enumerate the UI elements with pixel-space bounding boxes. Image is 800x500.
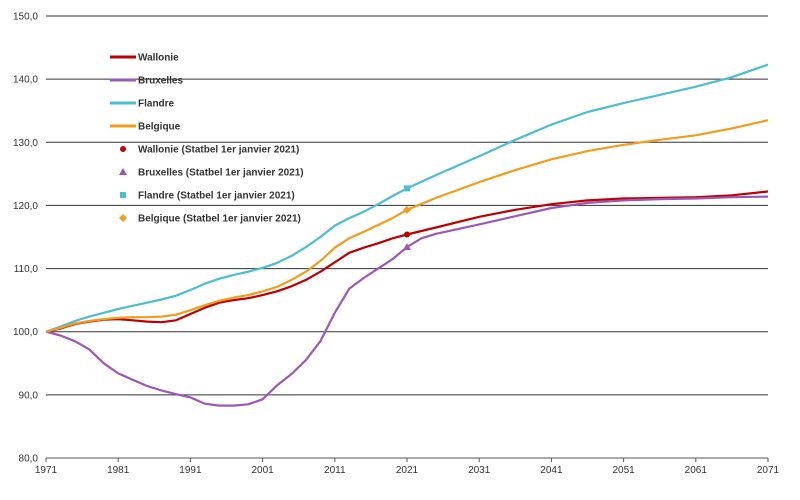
legend: Wallonie Bruxelles Flandre Belgique Wallonie… [110, 53, 304, 225]
y-tick-label: 100,0 [13, 327, 38, 338]
x-tick-label: 2061 [685, 465, 708, 476]
statbel-marker-triangle [403, 243, 411, 251]
legend-swatch-circle [120, 146, 126, 152]
axes: 80,0 90,0 100,0 110,0 120,0 130,0 140,0 150,0 19… [13, 12, 780, 477]
x-tick-label: 2041 [540, 465, 563, 476]
legend-label: Belgique [138, 122, 181, 133]
legend-swatch-square [120, 192, 126, 198]
x-tick-label: 2011 [324, 465, 346, 476]
legend-swatch-triangle [119, 168, 127, 175]
series-lines [45, 63, 769, 407]
legend-label: Bruxelles [138, 76, 183, 87]
y-tick-label: 110,0 [14, 264, 39, 275]
x-tick-label: 2031 [468, 465, 491, 476]
series-line-flandre [45, 63, 769, 333]
statbel-markers [403, 185, 411, 251]
x-tick-label: 2001 [251, 465, 274, 476]
y-tick-label: 140,0 [13, 75, 38, 86]
series-line-wallonie [45, 190, 769, 333]
legend-label: Bruxelles (Statbel 1er janvier 2021) [138, 168, 304, 179]
x-tick-label: 2051 [612, 465, 635, 476]
y-tick-label: 130,0 [13, 138, 38, 149]
y-tick-label: 150,0 [13, 12, 38, 23]
statbel-marker-square [404, 185, 410, 192]
series-line-bruxelles [45, 195, 769, 407]
legend-label: Wallonie [138, 53, 179, 64]
x-tick-label: 2021 [396, 465, 419, 476]
y-tick-label: 120,0 [13, 201, 38, 212]
series-line-belgique [45, 119, 769, 333]
legend-label: Belgique (Statbel 1er janvier 2021) [138, 214, 301, 225]
legend-label: Flandre (Statbel 1er janvier 2021) [138, 191, 295, 202]
statbel-marker-circle [404, 231, 410, 238]
y-tick-label: 90,0 [19, 390, 39, 401]
legend-label: Flandre [138, 99, 175, 110]
x-tick-label: 1991 [179, 465, 202, 476]
legend-label: Wallonie (Statbel 1er janvier 2021) [138, 145, 299, 156]
x-tick-label: 1971 [35, 465, 58, 476]
y-tick-label: 80,0 [19, 454, 39, 465]
statbel-marker-diamond [403, 205, 411, 214]
legend-swatch-diamond [119, 214, 127, 222]
x-tick-label: 2071 [757, 465, 780, 476]
x-tick-label: 1981 [107, 465, 130, 476]
grid-lines [46, 15, 768, 459]
